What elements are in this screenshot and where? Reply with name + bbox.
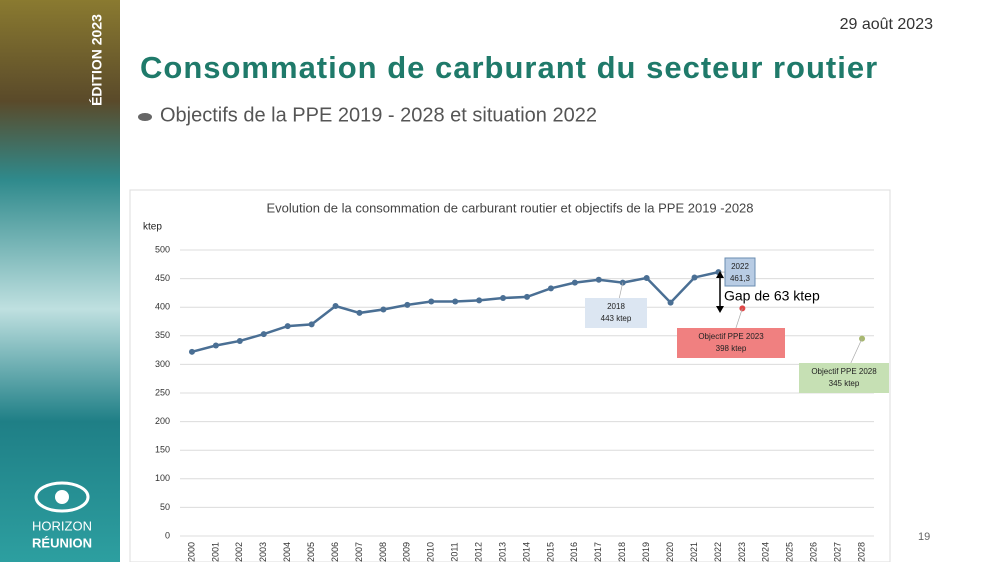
data-point	[428, 298, 435, 305]
logo-text: HORIZON	[32, 518, 92, 533]
label-box	[677, 328, 785, 358]
label-title: Objectif PPE 2028	[811, 367, 877, 376]
date: 29 août 2023	[840, 16, 934, 33]
x-tick-label: 2019	[641, 542, 651, 562]
data-point	[236, 337, 243, 344]
label-box	[799, 363, 889, 393]
label-box	[724, 257, 756, 287]
y-tick-label: 150	[155, 445, 170, 455]
x-tick-label: 2001	[210, 542, 220, 562]
annotation: Gap de 63 ktep	[724, 288, 820, 304]
data-point	[308, 321, 315, 328]
logo-icon	[55, 490, 69, 504]
y-tick-label: 50	[160, 502, 170, 512]
x-tick-label: 2008	[378, 542, 388, 562]
data-point	[332, 303, 339, 310]
chart-title: Evolution de la consommation de carburan…	[266, 200, 753, 215]
data-point	[476, 297, 483, 304]
x-tick-label: 2013	[497, 542, 507, 562]
bullet	[138, 113, 152, 121]
label-title: Objectif PPE 2023	[698, 332, 764, 341]
x-tick-label: 2004	[282, 542, 292, 562]
logo-icon	[34, 481, 90, 513]
slide-title: Consommation de carburant du secteur rou…	[140, 50, 878, 85]
x-tick-label: 2005	[306, 542, 316, 562]
value-label: 398 ktep	[716, 344, 747, 353]
y-tick-label: 250	[155, 387, 170, 397]
data-point	[691, 274, 698, 281]
x-tick-label: 2014	[521, 542, 531, 562]
y-tick-label: 100	[155, 473, 170, 483]
x-tick-label: 2020	[665, 542, 675, 562]
y-tick-label: 400	[155, 302, 170, 312]
data-point	[547, 285, 554, 292]
x-tick-label: 2003	[258, 542, 268, 562]
logo-text: RÉUNION	[32, 535, 92, 550]
y-tick-label: 500	[155, 244, 170, 254]
x-tick-label: 2027	[832, 542, 842, 562]
x-tick-label: 2021	[689, 542, 699, 562]
data-point	[284, 323, 291, 330]
value-label: 345 ktep	[829, 379, 860, 388]
label-title: 2018	[607, 302, 625, 311]
x-tick-label: 2026	[809, 542, 819, 562]
data-point	[260, 331, 267, 338]
x-tick-label: 2017	[593, 542, 603, 562]
data-point	[212, 342, 219, 349]
data-point	[356, 309, 363, 316]
side-image	[0, 0, 120, 562]
edition: ÉDITION 2023	[89, 14, 105, 106]
x-tick-label: 2022	[713, 542, 723, 562]
label-title: 2022	[731, 262, 749, 271]
y-tick-label: 350	[155, 330, 170, 340]
y-tick-label: 450	[155, 273, 170, 283]
data-point	[404, 301, 411, 308]
page-number: 19	[918, 531, 930, 543]
data-point	[452, 298, 459, 305]
x-tick-label: 2016	[569, 542, 579, 562]
y-tick-label: 200	[155, 416, 170, 426]
data-point	[188, 348, 195, 355]
data-point	[571, 279, 578, 286]
x-tick-label: 2011	[450, 542, 460, 561]
subtitle: Objectifs de la PPE 2019 - 2028 et situa…	[160, 104, 597, 126]
x-tick-label: 2024	[761, 542, 771, 562]
x-tick-label: 2010	[426, 542, 436, 562]
x-tick-label: 2028	[856, 542, 866, 562]
x-tick-label: 2000	[186, 542, 196, 562]
x-tick-label: 2015	[545, 542, 555, 562]
y-tick-label: 300	[155, 359, 170, 369]
x-tick-label: 2006	[330, 542, 340, 562]
chart-frame	[129, 189, 891, 562]
data-point	[667, 299, 674, 306]
x-tick-label: 2023	[737, 542, 747, 562]
x-tick-label: 2025	[785, 542, 795, 562]
data-point	[524, 293, 530, 300]
y-axis-label: ktep	[143, 222, 162, 233]
data-point	[643, 275, 650, 282]
data-point	[595, 276, 602, 283]
value-label: 443 ktep	[601, 314, 632, 323]
label-box	[585, 298, 647, 328]
value-label: 461,3	[730, 274, 751, 283]
data-point	[500, 295, 507, 302]
x-tick-label: 2002	[234, 542, 244, 562]
x-tick-label: 2009	[402, 542, 412, 562]
data-point	[380, 306, 387, 313]
x-tick-label: 2012	[474, 542, 484, 562]
x-tick-label: 2018	[617, 542, 627, 562]
x-tick-label: 2007	[354, 542, 364, 562]
y-tick-label: 0	[165, 530, 170, 540]
